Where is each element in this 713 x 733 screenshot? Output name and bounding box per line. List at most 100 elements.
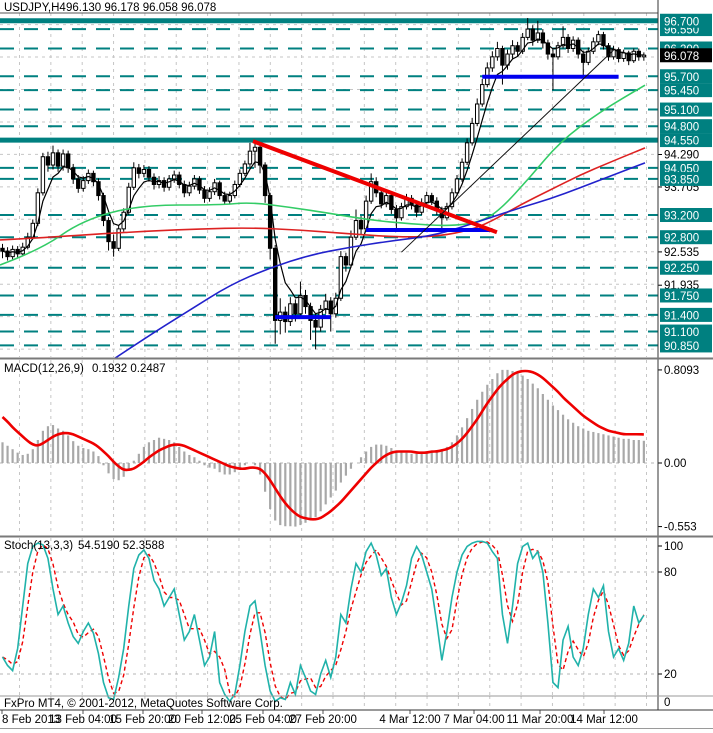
level-price-label-box: [660, 133, 712, 148]
level-price-label: 92.800: [664, 233, 699, 245]
level-price-label-box: [660, 102, 712, 117]
panel-borders-layer: [0, 0, 713, 711]
trendline-objects-layer: [252, 49, 619, 320]
bull-candle-body: [116, 228, 121, 249]
macd-indicator-label: MACD(12,26,9): [4, 363, 84, 375]
current-price-label: 96.078: [664, 51, 699, 63]
level-price-label-box: [660, 13, 712, 28]
time-axis-label: 15 Feb 20:00: [109, 714, 177, 726]
bull-candle-body: [495, 48, 500, 58]
bear-candle-body: [626, 52, 631, 62]
bull-candle-body: [247, 150, 253, 165]
bear-candle-body: [146, 168, 152, 178]
time-axis-label: 11 Mar 20:00: [507, 714, 574, 726]
bear-candle-body: [222, 195, 227, 202]
bull-candle-body: [459, 161, 465, 180]
bear-candle-body: [550, 53, 556, 58]
bull-candle-body: [348, 236, 354, 266]
level-price-label: 92.250: [664, 263, 699, 275]
level-price-label-box: [660, 338, 712, 353]
level-price-label-box: [660, 260, 712, 275]
bear-candle-body: [394, 208, 399, 219]
bear-candle-body: [257, 146, 263, 166]
bull-candle-body: [50, 152, 56, 166]
bull-candle-body: [131, 167, 137, 188]
bear-candle-body: [540, 32, 546, 44]
bear-candle-body: [601, 34, 606, 47]
bull-candle-body: [227, 195, 232, 202]
level-price-label: 90.850: [664, 341, 699, 353]
bull-candle-body: [81, 180, 86, 189]
bull-candle-body: [424, 195, 429, 204]
bear-candle-body: [328, 300, 333, 315]
price-axis-layer: 94.29093.70592.53591.93596.55096.20095.7…: [658, 13, 712, 709]
level-price-label: 95.450: [664, 86, 699, 98]
macd-signal-line: [1, 369, 644, 521]
level-price-label-box: [660, 160, 712, 175]
bear-candle-body: [5, 250, 10, 258]
stoch-axis-80-label: 80: [664, 567, 677, 579]
bull-candle-body: [207, 191, 212, 199]
bull-candle-body: [641, 54, 647, 58]
bull-candle-body: [454, 178, 460, 194]
bear-candle-body: [379, 192, 384, 205]
ma-blue-line: [114, 162, 646, 359]
bear-candle-body: [530, 28, 535, 41]
bull-candle-body: [172, 174, 177, 180]
level-price-label-box: [660, 69, 712, 84]
time-axis-label: 8 Feb 2013: [2, 714, 60, 726]
bear-candle-body: [177, 174, 182, 185]
bull-candle-body: [555, 45, 561, 58]
time-axis-label: 4 Mar 12:00: [379, 714, 440, 726]
level-price-label: 91.100: [664, 327, 699, 339]
bear-candle-body: [55, 152, 61, 167]
macd-layer: [1, 369, 645, 527]
bull-candle-body: [353, 220, 359, 238]
terminal-copyright: FxPro MT4, © 2001-2012, MetaQuotes Softw…: [4, 698, 283, 710]
bull-candle-body: [10, 248, 15, 258]
current-price-label-box: [660, 48, 712, 63]
stoch-indicator-label: Stoch(13,3,3): [4, 540, 73, 552]
stoch-axis-20-label: 20: [664, 669, 677, 681]
bull-candle-body: [298, 294, 303, 315]
bear-candle-body: [273, 247, 278, 321]
bear-candle-body: [202, 189, 207, 199]
macd-indicator-values: 0.1932 0.2487: [92, 363, 166, 375]
bull-candle-body: [399, 206, 404, 219]
bear-candle-body: [429, 195, 434, 202]
bear-candle-body: [606, 45, 611, 58]
bull-candle-body: [323, 300, 328, 310]
macd-axis-zero-label: 0.00: [664, 458, 686, 470]
time-axis-label: 27 Feb 20:00: [289, 714, 357, 726]
bear-candle-body: [0, 247, 5, 252]
bear-candle-body: [45, 156, 51, 166]
bear-candle-body: [76, 178, 81, 189]
stoch-axis-0-label: 0: [664, 697, 670, 709]
bull-candle-body: [560, 36, 566, 47]
bear-candle-body: [313, 319, 318, 328]
macd-axis-min-label: -0.553: [664, 522, 697, 534]
level-price-label: 96.700: [664, 16, 699, 28]
macd-axis-max-label: 0.8093: [664, 365, 699, 377]
level-price-label-box: [660, 288, 712, 303]
ascending-support-trendline: [401, 49, 614, 253]
bull-candle-body: [338, 256, 344, 299]
time-axis-label: 7 Mar 04:00: [443, 714, 504, 726]
time-axis-label: 13 Feb 04:00: [49, 714, 117, 726]
bull-candle-body: [288, 303, 293, 323]
time-axis-label: 25 Feb 04:00: [229, 714, 297, 726]
bull-candle-body: [126, 186, 131, 213]
bull-candle-body: [490, 56, 495, 69]
bull-candle-body: [510, 45, 515, 55]
stoch-axis-100-label: 100: [664, 541, 683, 553]
bear-candle-body: [581, 53, 586, 63]
bull-candle-body: [520, 36, 525, 52]
bear-candle-body: [565, 36, 571, 50]
level-price-label: 94.800: [664, 122, 699, 134]
stochastic-layer: [1, 540, 645, 703]
level-price-label: 91.750: [664, 291, 699, 303]
bull-candle-body: [187, 185, 192, 194]
